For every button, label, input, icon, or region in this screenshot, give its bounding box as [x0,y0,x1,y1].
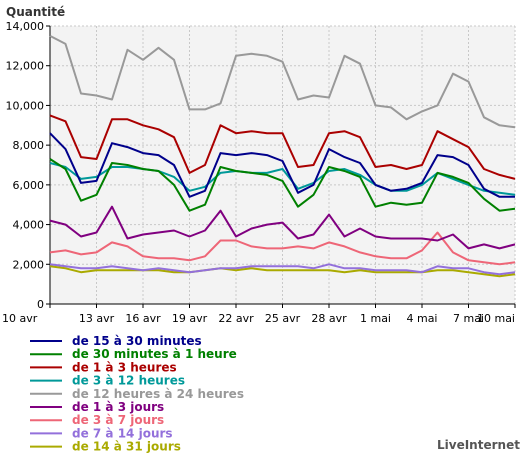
y-tick-label: 0 [37,298,44,311]
series-line [49,132,515,198]
x-tick-label: 4 mai [406,312,437,325]
x-tick-label: 25 avr [265,312,301,325]
series-lines [49,35,516,278]
series-line [49,158,516,212]
y-tick-label: 8,000 [13,139,45,152]
series-line [49,231,516,266]
x-tick-label: 16 avr [125,312,161,325]
x-tick-label: 19 avr [172,312,208,325]
legend-label: de 1 à 3 jours [72,400,164,414]
legend-label: de 12 heures à 24 heures [72,387,244,401]
series-line [49,265,516,278]
series-line [49,205,516,250]
brand-label: LiveInternet [437,438,520,452]
x-tick-label: 10 avr [2,312,38,325]
y-axis-title: Quantité [6,5,65,19]
legend-label: de 30 minutes à 1 heure [72,347,237,361]
x-tick-label: 1 mai [360,312,391,325]
legend-label: de 15 à 30 minutes [72,334,202,348]
legend-label: de 7 à 14 jours [72,426,173,440]
x-tick-label: 10 mai [477,312,515,325]
series-line [49,35,516,129]
x-axis: 10 avr 13 avr 16 avr 19 avr 22 avr 25 avr 28 a… [2,303,516,325]
series-line [49,263,516,276]
y-tick-label: 12,000 [6,60,45,73]
x-tick-label: 7 mai [453,312,484,325]
gridlines [50,25,516,304]
y-tick-label: 10,000 [6,99,45,112]
y-tick-label: 14,000 [6,20,45,33]
legend-label: de 14 à 31 jours [72,440,181,454]
y-axis: 0 2,000 4,000 6,000 8,000 10,000 12,000 14,000 [6,20,51,311]
series-line [49,114,516,180]
legend-label: de 3 à 7 jours [72,413,164,427]
x-tick-label: 13 avr [79,312,115,325]
legend-label: de 1 à 3 heures [72,360,177,374]
legend-label: de 3 à 12 heures [72,374,185,388]
y-tick-label: 6,000 [13,179,45,192]
x-tick-label: 28 avr [311,312,347,325]
y-tick-label: 2,000 [13,258,45,271]
y-tick-label: 4,000 [13,219,45,232]
x-tick-label: 22 avr [218,312,254,325]
